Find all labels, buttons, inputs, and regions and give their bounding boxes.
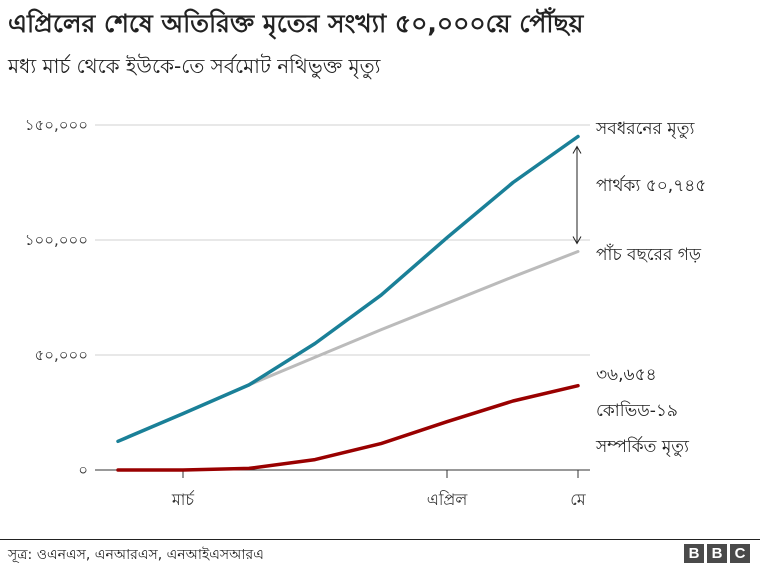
chart-title: এপ্রিলের শেষে অতিরিক্ত মৃতের সংখ্যা ৫০,০…: [8, 9, 584, 38]
bbc-logo: B B C: [684, 544, 750, 563]
difference-arrow-head-bottom: [572, 236, 582, 245]
series-label-covid-line2: সম্পর্কিত মৃত্যু: [595, 436, 690, 457]
series-label-five-year-average: পাঁচ বছরের গড়: [596, 244, 702, 265]
line-chart: ০ ৫০,০০০ ১০০,০০০ ১৫০,০০০ মার্চ এপ্রিল মে সবধরনে…: [25, 116, 707, 509]
y-tick-label: ১৫০,০০০: [25, 116, 88, 134]
bbc-logo-letter-2: B: [707, 544, 727, 563]
difference-arrow-head-top: [572, 145, 582, 154]
chart-subtitle: মধ্য মার্চ থেকে ইউকে-তে সর্বমোট নথিভুক্ত…: [8, 54, 381, 78]
series-line: [116, 134, 580, 444]
series-label-covid-line1: কোভিড-১৯: [596, 400, 678, 421]
source-note: সূত্র: ওএনএস, এনআরএস, এনআইএসআরএ: [8, 547, 264, 563]
x-tick-label: মার্চ: [171, 490, 195, 509]
covid-value-label: ৩৬,৬৫৪: [596, 365, 657, 385]
x-tick-label: মে: [570, 490, 586, 509]
y-tick-label: ৫০,০০০: [34, 346, 88, 364]
bbc-logo-letter-1: B: [684, 544, 704, 563]
y-tick-label: ১০০,০০০: [25, 231, 88, 249]
difference-label: পার্থক্য ৫০,৭৪৫: [596, 175, 706, 196]
series-label-all-deaths: সবধরনের মৃত্যু: [595, 119, 695, 139]
bbc-logo-letter-3: C: [730, 544, 750, 563]
y-tick-label: ০: [78, 461, 88, 479]
x-tick-label: এপ্রিল: [427, 490, 469, 509]
footer-divider: [0, 539, 760, 540]
series-line: [116, 383, 580, 472]
